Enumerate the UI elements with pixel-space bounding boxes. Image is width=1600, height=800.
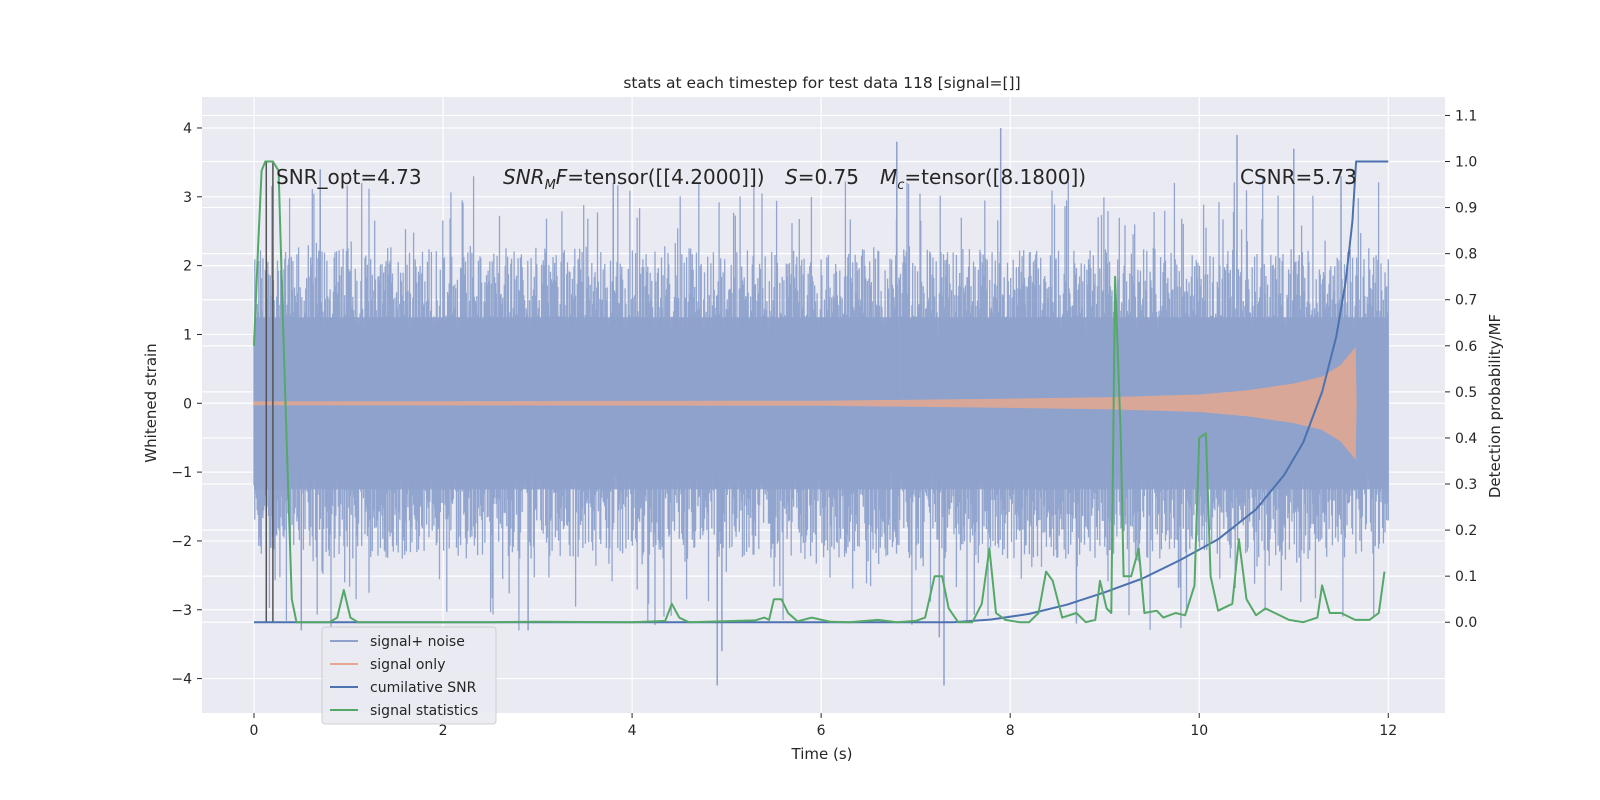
x-tick-label: 2: [439, 723, 448, 739]
annotation-mc: Mc=tensor([8.1800]): [880, 165, 1086, 193]
annotation-csnr: CSNR=5.73: [1240, 165, 1357, 189]
noise-outliers: [300, 128, 1342, 686]
legend-label: signal+ noise: [370, 634, 465, 650]
y-tick-label-left: 3: [183, 190, 192, 206]
x-tick-label: 10: [1190, 723, 1208, 739]
legend-label: cumilative SNR: [370, 680, 477, 696]
axes: 0 2 4 6 8 10 1243210−1−2−3−40.00.10.20.30.40.5…: [171, 108, 1477, 739]
chart-title: stats at each timestep for test data 118…: [623, 74, 1020, 92]
y-tick-label-right: 1.1: [1455, 108, 1477, 124]
y-tick-label-right: 0.5: [1455, 385, 1477, 401]
x-tick-label: 0: [250, 723, 259, 739]
noise-spikes: [253, 176, 1389, 631]
y-axis-label-left: Whitened strain: [142, 343, 160, 462]
y-tick-label-left: −3: [171, 603, 192, 619]
y-tick-label-left: 2: [183, 259, 192, 275]
y-tick-label-right: 0.6: [1455, 339, 1477, 355]
y-tick-label-left: −4: [171, 672, 192, 688]
x-tick-label: 12: [1379, 723, 1397, 739]
y-tick-label-right: 1.0: [1455, 155, 1477, 171]
y-tick-label-right: 0.3: [1455, 477, 1477, 493]
legend-label: signal statistics: [370, 703, 478, 719]
annotation-s: S=0.75: [785, 165, 859, 189]
legend-box: [321, 626, 497, 725]
y-tick-label-left: −2: [171, 534, 192, 550]
y-tick-label-right: 0.2: [1455, 523, 1477, 539]
y-tick-label-left: −1: [171, 465, 192, 481]
y-tick-label-right: 0.4: [1455, 431, 1477, 447]
y-tick-label-right: 0.1: [1455, 569, 1477, 585]
y-tick-label-left: 0: [183, 396, 192, 412]
y-tick-label-right: 0.0: [1455, 615, 1477, 631]
y-tick-label-left: 1: [183, 327, 192, 343]
signal-statistics-line: [253, 160, 1386, 624]
y-tick-label-left: 4: [183, 121, 192, 137]
signal-only-line: [253, 346, 1357, 460]
y-tick-label-right: 0.7: [1455, 293, 1477, 309]
y-tick-label-right: 0.8: [1455, 247, 1477, 263]
cumulative-snr-line: [254, 160, 1389, 624]
annotation-snr-mf: SNRMF=tensor([[4.2000]]): [503, 165, 765, 193]
x-axis-label: Time (s): [791, 745, 853, 763]
legend: signal+ noise signal only cumilative SNR si…: [321, 626, 497, 725]
y-tick-label-right: 0.9: [1455, 201, 1477, 217]
legend-label: signal only: [370, 657, 445, 673]
x-tick-label: 4: [628, 723, 637, 739]
annotation-snr-opt: SNR_opt=4.73: [276, 165, 422, 189]
y-axis-label-right: Detection probability/MF: [1486, 314, 1504, 498]
x-tick-label: 8: [1006, 723, 1015, 739]
x-tick-label: 6: [817, 723, 826, 739]
series-group: [253, 128, 1389, 686]
